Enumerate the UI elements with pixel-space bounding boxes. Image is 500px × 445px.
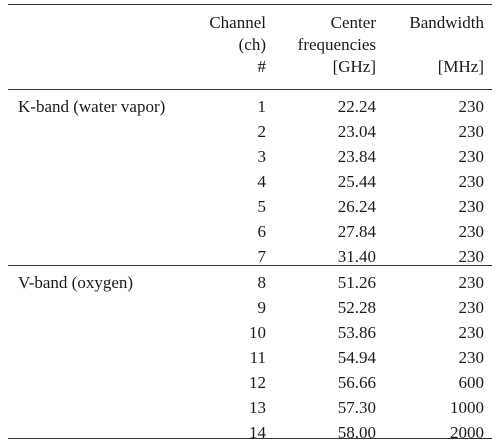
center-frequency: 22.24 <box>337 97 376 116</box>
header-frequency-line-2: frequencies <box>297 35 376 54</box>
bandwidth-value: 230 <box>458 197 485 216</box>
header-bandwidth: Bandwidth [MHz] <box>392 12 484 78</box>
header-bandwidth-line-3: [MHz] <box>437 57 484 76</box>
bandwidth-value: 230 <box>458 172 485 191</box>
center-frequency: 57.30 <box>337 398 376 417</box>
header-frequency-line-3: [GHz] <box>332 57 376 76</box>
channel-number: 9 <box>257 298 267 317</box>
channel-number: 14 <box>249 423 266 442</box>
header-channel-line-1: Channel <box>209 13 266 32</box>
bandwidth-value: 230 <box>458 298 485 317</box>
header-bandwidth-line-1: Bandwidth <box>409 13 484 32</box>
bandwidth-value: 230 <box>458 222 485 241</box>
channel-number: 4 <box>257 172 267 191</box>
center-frequency: 52.28 <box>337 298 376 317</box>
group-label-k-band: K-band (water vapor) <box>18 97 166 116</box>
channel-number: 12 <box>249 373 266 392</box>
center-frequency: 58.00 <box>337 423 376 442</box>
channel-number: 1 <box>257 97 267 116</box>
header-channel-line-2: (ch) <box>238 35 266 54</box>
header-frequency-line-1: Center <box>330 13 376 32</box>
channel-number: 13 <box>249 398 266 417</box>
channel-number: 5 <box>257 197 267 216</box>
channel-number: 3 <box>257 147 267 166</box>
channel-number: 2 <box>257 122 267 141</box>
center-frequency: 27.84 <box>337 222 376 241</box>
center-frequency: 23.04 <box>337 122 376 141</box>
bandwidth-value: 230 <box>458 147 485 166</box>
center-frequency: 51.26 <box>337 273 376 292</box>
bandwidth-value: 230 <box>458 273 485 292</box>
header-channel: Channel (ch) # <box>180 12 266 78</box>
center-frequency: 26.24 <box>337 197 376 216</box>
bandwidth-value: 230 <box>458 247 485 266</box>
bandwidth-value: 1000 <box>450 398 484 417</box>
channel-number: 7 <box>257 247 267 266</box>
channel-number: 6 <box>257 222 267 241</box>
center-frequency: 25.44 <box>337 172 376 191</box>
center-frequency: 53.86 <box>337 323 376 342</box>
header-rule <box>8 89 492 90</box>
channel-number: 8 <box>257 273 267 292</box>
center-frequency: 31.40 <box>337 247 376 266</box>
bottom-rule <box>8 438 492 440</box>
channel-number: 11 <box>249 348 266 367</box>
header-frequency: Center frequencies [GHz] <box>268 12 376 78</box>
top-rule <box>8 4 492 6</box>
channel-number: 10 <box>249 323 266 342</box>
bandwidth-value: 2000 <box>450 423 484 442</box>
center-frequency: 54.94 <box>337 348 376 367</box>
group-rule <box>8 265 492 266</box>
bandwidth-value: 230 <box>458 348 485 367</box>
center-frequency: 23.84 <box>337 147 376 166</box>
header-bandwidth-line-2 <box>392 34 484 56</box>
bandwidth-value: 230 <box>458 97 485 116</box>
center-frequency: 56.66 <box>337 373 376 392</box>
group-label-v-band: V-band (oxygen) <box>18 273 134 292</box>
bandwidth-value: 600 <box>458 373 485 392</box>
header-channel-line-3: # <box>257 57 267 76</box>
bandwidth-value: 230 <box>458 323 485 342</box>
bandwidth-value: 230 <box>458 122 485 141</box>
